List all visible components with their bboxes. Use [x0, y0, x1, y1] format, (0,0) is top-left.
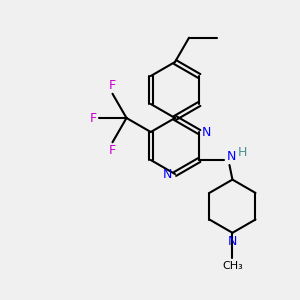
Text: N: N: [202, 125, 212, 139]
Text: CH₃: CH₃: [222, 261, 243, 271]
Text: F: F: [109, 144, 116, 157]
Text: N: N: [226, 149, 236, 163]
Text: H: H: [237, 146, 247, 158]
Text: F: F: [89, 112, 97, 124]
Text: F: F: [109, 79, 116, 92]
Text: N: N: [228, 235, 237, 248]
Text: N: N: [163, 167, 172, 181]
